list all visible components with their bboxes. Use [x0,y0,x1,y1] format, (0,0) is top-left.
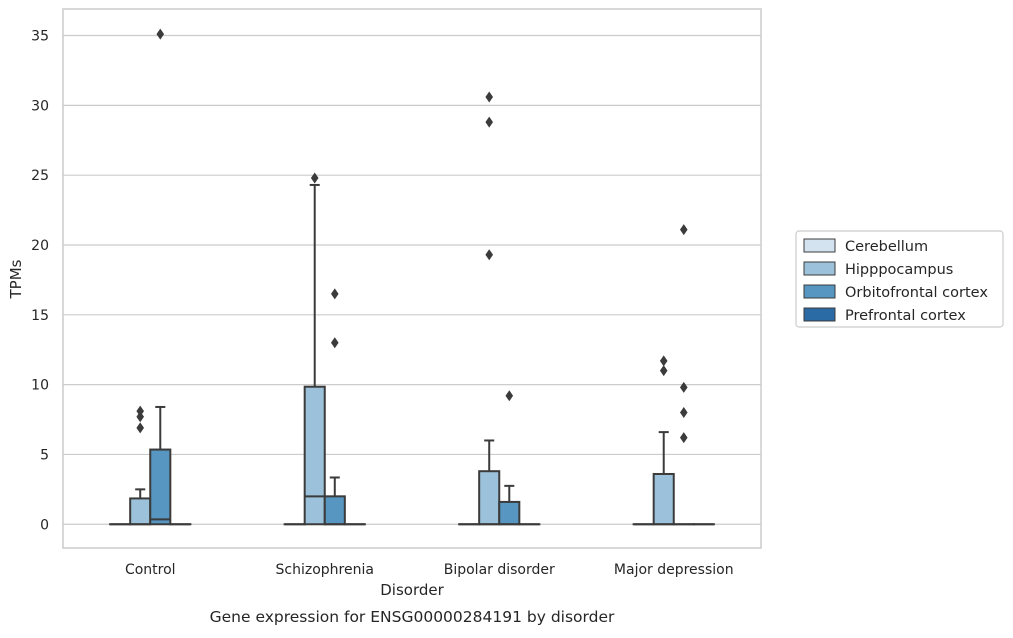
y-tick-label: 20 [31,238,49,254]
outlier-point [331,337,339,348]
y-tick-label: 5 [40,447,49,463]
box-body [305,387,325,525]
outlier-point [680,382,688,393]
x-axis-label: Disorder [380,581,444,599]
x-tick-labels: Control Schizophrenia Bipolar disorder Majo… [125,562,734,578]
box-body [150,450,170,525]
legend-label: Hipppocampus [845,262,953,278]
x-tick-label: Bipolar disorder [444,562,555,578]
box-orbitofrontal-cortex-major-depression [674,224,694,524]
legend-swatch [804,308,835,321]
x-tick-label: Control [125,562,176,578]
box-orbitofrontal-cortex-bipolar-disorder [499,390,519,524]
x-tick-label: Major depression [614,562,734,578]
box-body [499,502,519,524]
y-tick-label: 15 [31,308,49,324]
legend-swatch [804,285,835,298]
box-hipppocampus-control [130,406,150,525]
x-tick-label: Schizophrenia [276,562,374,578]
box-body [479,471,499,524]
y-tick-label: 35 [31,29,49,45]
y-tick-labels: 0 5 10 15 20 25 30 35 [31,29,49,534]
y-tick-label: 0 [40,517,49,533]
y-tick-label: 10 [31,378,49,394]
outlier-point [485,249,493,260]
outlier-point [680,432,688,443]
box-orbitofrontal-cortex-schizophrenia [325,288,345,524]
box-body [325,496,345,524]
legend-swatch [804,262,835,275]
y-axis-label: TPMs [7,259,25,299]
outlier-point [136,406,144,417]
outlier-point [136,422,144,433]
y-tick-label: 25 [31,168,49,184]
outlier-point [311,172,319,183]
outlier-point [485,91,493,102]
box-body [654,474,674,524]
outlier-point [660,365,668,376]
outlier-point [660,355,668,366]
y-tick-label: 30 [31,98,49,114]
outlier-point [680,224,688,235]
box-hipppocampus-schizophrenia [305,172,325,524]
outlier-point [156,29,164,40]
legend-label: Orbitofrontal cortex [845,285,988,301]
legend-label: Cerebellum [845,239,928,255]
box-orbitofrontal-cortex-control [150,29,170,525]
chart-caption: Gene expression for ENSG00000284191 by d… [210,608,615,626]
box-hipppocampus-major-depression [654,355,674,524]
legend: Cerebellum Hipppocampus Orbitofrontal cort… [796,231,1003,327]
legend-swatch [804,239,835,252]
outlier-point [485,117,493,128]
outlier-point [331,288,339,299]
outlier-point [505,390,513,401]
box-hipppocampus-bipolar-disorder [479,91,499,524]
box-body [130,498,150,524]
legend-label: Prefrontal cortex [845,308,966,324]
outlier-point [680,407,688,418]
box-layer [110,29,714,525]
